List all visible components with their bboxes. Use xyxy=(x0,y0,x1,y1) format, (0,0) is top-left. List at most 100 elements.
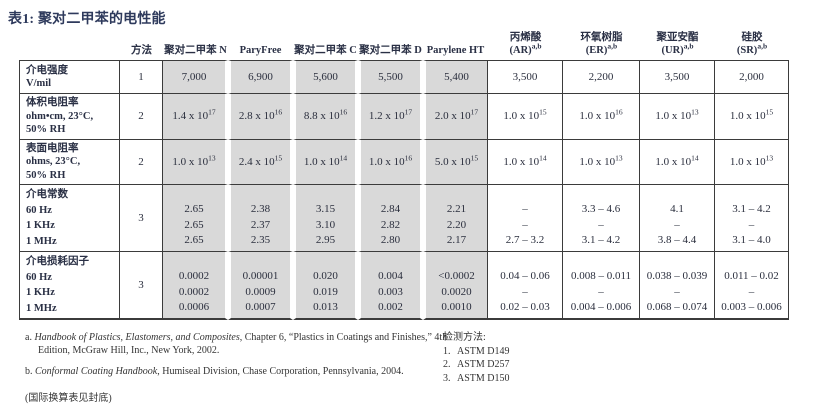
value-cell: 1.2 x 1017 xyxy=(358,94,423,140)
footnote-b-prefix: b. xyxy=(25,366,33,377)
row-label-cell: 体积电阻率 ohm•cm, 23°C, 50% RH xyxy=(19,94,120,140)
value-lines: 0.011 – 0.02 – 0.003 – 0.006 xyxy=(715,252,788,316)
coating-name: 硅胶 xyxy=(741,32,763,43)
value-cell: 2,000 xyxy=(715,60,789,94)
col-header-parylene: 聚对二甲苯 D xyxy=(359,44,422,56)
test-methods-title: 检测方法: xyxy=(443,332,486,343)
value-lines: 0.00001 0.0009 0.0007 xyxy=(231,252,290,316)
value-line: 3.1 – 4.2 xyxy=(732,203,771,215)
value-cell: 1.0 x 1015 xyxy=(715,94,789,140)
value-line: 3.15 xyxy=(315,203,336,215)
value-lines: 3.3 – 4.6 – 3.1 – 4.2 xyxy=(563,185,639,249)
value-cell: 2.21 2.20 2.17 xyxy=(423,185,488,252)
col-header-parylene: ParyFree xyxy=(239,44,282,56)
value-line: 3.1 – 4.2 xyxy=(581,234,621,246)
row-label-line: V/mil xyxy=(26,78,52,89)
value-lines: 2.84 2.82 2.80 xyxy=(361,185,420,249)
value-line: 0.0002 xyxy=(178,285,210,298)
row-label-line: 1 KHz xyxy=(26,220,55,231)
value-cell: 2.4 x 1015 xyxy=(228,139,293,185)
value-cell: 1.0 x 1013 xyxy=(640,94,715,140)
value-cell: 0.04 – 0.06 – 0.02 – 0.03 xyxy=(488,252,563,320)
value-lines: – – 2.7 – 3.2 xyxy=(488,185,562,249)
value-line: 2.82 xyxy=(380,218,401,231)
value-line: 3.10 xyxy=(315,218,336,231)
value-lines: 0.038 – 0.039 – 0.068 – 0.074 xyxy=(640,252,714,316)
value-cell: 3.15 3.10 2.95 xyxy=(293,185,358,252)
value-line: 3.3 – 4.6 xyxy=(581,203,621,215)
col-header-parylene: Parylene HT xyxy=(426,44,485,56)
value-cell: 1.0 x 1015 xyxy=(488,94,563,140)
table-row: 表面电阻率 ohms, 23°C, 50% RH 2 1.0 x 1013 2.4 x 1… xyxy=(19,139,789,185)
value-cell: 2.0 x 1017 xyxy=(423,94,488,140)
corner-blank-cell xyxy=(19,30,120,60)
coating-name: 聚亚安酯 xyxy=(656,32,699,43)
value-line: 0.004 xyxy=(378,270,403,282)
value-line: 0.038 – 0.039 xyxy=(646,270,708,282)
value-line: 0.004 – 0.006 xyxy=(570,301,632,313)
row-label-line: 介电常数 xyxy=(26,189,68,200)
conversion-note: (国际换算表见封底) xyxy=(25,393,112,404)
row-label-line: 体积电阻率 xyxy=(26,97,79,108)
value-lines: 2.38 2.37 2.35 xyxy=(231,185,290,249)
value-cell: 5.0 x 1015 xyxy=(423,139,488,185)
value-lines: 2.65 2.65 2.65 xyxy=(163,185,225,249)
row-label-line: 介电强度 xyxy=(26,64,68,76)
test-method-item: 3. ASTM D150 xyxy=(443,372,510,384)
coating-name: 丙烯酸 xyxy=(509,32,542,43)
value-cell: 6,900 xyxy=(228,60,293,94)
value-cell: 1.0 x 1013 xyxy=(563,139,640,185)
value-lines: 0.04 – 0.06 – 0.02 – 0.03 xyxy=(488,252,562,316)
table-row: 介电损耗因子 60 Hz 1 KHz 1 MHz 3 0.0002 0.0002 0.0006… xyxy=(19,252,789,320)
value-line: 0.013 xyxy=(313,301,338,313)
coating-code: (ER)a,b xyxy=(585,41,618,56)
value-line: 0.02 – 0.03 xyxy=(500,301,550,313)
value-lines: <0.0002 0.0020 0.0010 xyxy=(426,252,487,316)
col-header-coating: 聚亚安酯 (UR)a,b xyxy=(640,30,715,60)
footnote-a-title: Handbook of Plastics, Elastomers, and Co… xyxy=(34,332,240,343)
value-line: – xyxy=(748,285,755,298)
method-cell: 2 xyxy=(120,94,163,140)
row-label-cell: 介电损耗因子 60 Hz 1 KHz 1 MHz xyxy=(19,252,120,320)
row-label-line: 60 Hz xyxy=(26,271,52,283)
value-line: 3.1 – 4.0 xyxy=(732,234,771,246)
value-line: 2.20 xyxy=(446,218,467,231)
value-cell: 1.0 x 1013 xyxy=(163,139,228,185)
value-cell: 1.0 x 1013 xyxy=(715,139,789,185)
footnote-a: a. Handbook of Plastics, Elastomers, and… xyxy=(25,331,457,357)
value-cell: 0.00001 0.0009 0.0007 xyxy=(228,252,293,320)
footnotes-block: a. Handbook of Plastics, Elastomers, and… xyxy=(25,331,457,405)
value-lines: 0.020 0.019 0.013 xyxy=(296,252,355,316)
test-method-item: 2. ASTM D257 xyxy=(443,359,510,370)
value-line: 0.068 – 0.074 xyxy=(646,301,708,313)
value-cell: 3.3 – 4.6 – 3.1 – 4.2 xyxy=(563,185,640,252)
row-label-line: ohms, 23°C, xyxy=(26,156,81,167)
value-line: 0.0002 xyxy=(178,270,210,282)
footnote-a-prefix: a. xyxy=(25,332,32,343)
value-line: – xyxy=(598,218,604,231)
table-header-row: 方法 聚对二甲苯 N ParyFree 聚对二甲苯 C 聚对二甲苯 D Parylene … xyxy=(19,30,789,60)
value-cell: 0.038 – 0.039 – 0.068 – 0.074 xyxy=(640,252,715,320)
value-line: 0.0009 xyxy=(245,285,276,298)
value-line: 0.020 xyxy=(313,270,338,282)
value-cell: 0.011 – 0.02 – 0.003 – 0.006 xyxy=(715,252,789,320)
value-line: – xyxy=(674,285,680,298)
footnote-b-rest: , Humiseal Division, Chase Corporation, … xyxy=(157,366,404,377)
value-cell: 2,200 xyxy=(563,60,640,94)
value-line: – xyxy=(522,203,528,215)
row-label-line: 介电损耗因子 xyxy=(26,256,89,267)
value-line: – xyxy=(522,218,528,231)
value-line: – xyxy=(522,285,528,298)
value-lines: 4.1 – 3.8 – 4.4 xyxy=(640,185,714,249)
value-cell: <0.0002 0.0020 0.0010 xyxy=(423,252,488,320)
col-header-parylene: 聚对二甲苯 C xyxy=(294,44,357,56)
value-cell: 0.008 – 0.011 – 0.004 – 0.006 xyxy=(563,252,640,320)
value-line: 0.00001 xyxy=(242,270,279,282)
value-cell: 2.38 2.37 2.35 xyxy=(228,185,293,252)
value-line: 2.65 xyxy=(184,203,204,215)
value-line: 0.0010 xyxy=(441,301,472,313)
row-label-line: 60 Hz xyxy=(26,204,52,216)
method-cell: 2 xyxy=(120,139,163,185)
value-line: 0.008 – 0.011 xyxy=(570,270,632,282)
